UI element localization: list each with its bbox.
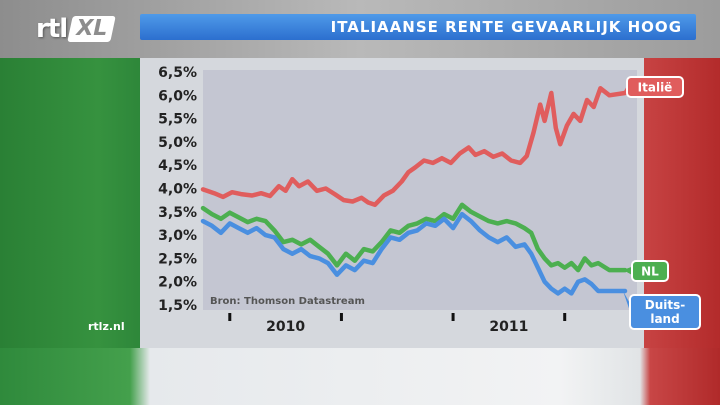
y-tick-label: 3,5%	[158, 205, 197, 221]
site-url: rtlz.nl	[88, 320, 125, 333]
series-label-box	[631, 260, 669, 282]
series-label-text: NL	[641, 265, 659, 279]
series-label-pointer	[623, 291, 632, 317]
series-label-box	[626, 76, 684, 98]
x-axis: 2010 2011	[228, 313, 567, 335]
y-tick-label: 2,0%	[158, 275, 197, 291]
y-tick-label: 5,0%	[158, 135, 197, 151]
series-label-text: Italië	[638, 81, 673, 95]
y-tick-label: 4,5%	[158, 158, 197, 174]
title-bar: ITALIAANSE RENTE GEVAARLIJK HOOG	[140, 14, 696, 40]
series-label-box	[629, 294, 701, 330]
y-tick-label: 1,5%	[158, 298, 197, 314]
series-line-nl	[200, 202, 628, 273]
y-tick-label: 2,5%	[158, 251, 197, 267]
plot-area	[203, 70, 637, 310]
series-label-text: land	[650, 312, 679, 326]
top-bar: rtl XL ITALIAANSE RENTE GEVAARLIJK HOOG	[0, 0, 720, 58]
series-line-duitsland	[200, 211, 628, 296]
series-line-italië	[200, 86, 628, 208]
bottom-band	[0, 348, 720, 405]
y-tick-label: 4,0%	[158, 182, 197, 198]
source-label: Bron: Thomson Datastream	[210, 296, 365, 307]
rtlxl-logo: rtl XL	[36, 12, 116, 46]
page-title: ITALIAANSE RENTE GEVAARLIJK HOOG	[330, 18, 682, 36]
y-tick-label: 3,0%	[158, 228, 197, 244]
y-axis: 6,5% 6,0% 5,5% 5,0% 4,5% 4,0% 3,5% 3,0% 2,5% 2,0%…	[158, 65, 197, 314]
y-tick-label: 5,5%	[158, 112, 197, 128]
series-label-text: Duits-	[645, 298, 685, 312]
y-tick-label: 6,5%	[158, 65, 197, 81]
logo-rtl-text: rtl	[36, 14, 68, 44]
x-tick-label: 2011	[489, 319, 528, 335]
y-tick-label: 6,0%	[158, 88, 197, 104]
x-tick-label: 2010	[266, 319, 305, 335]
series-labels: Italië NL Duits-land	[623, 76, 701, 330]
left-flag-band	[0, 58, 140, 348]
series-lines	[200, 86, 628, 296]
